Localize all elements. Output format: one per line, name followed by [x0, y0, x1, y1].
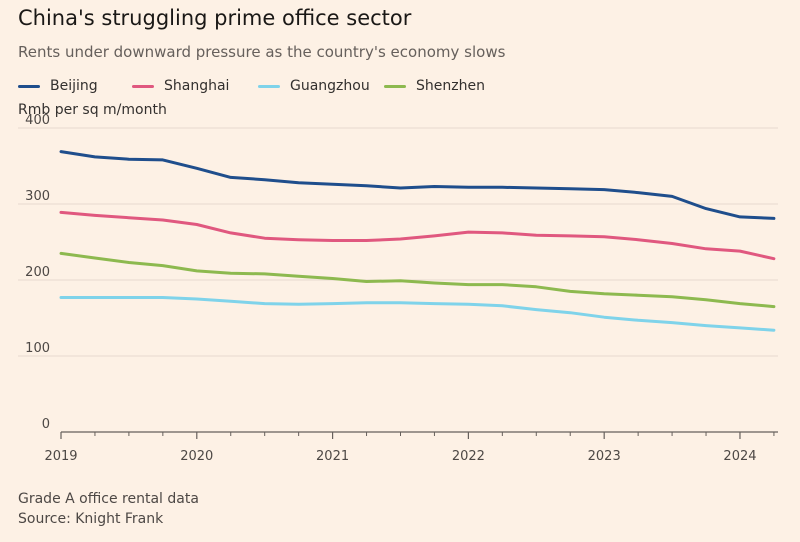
y-tick-label-400: 400 — [25, 113, 50, 128]
gridlines — [18, 127, 778, 357]
legend-label-shenzhen: Shenzhen — [416, 78, 485, 94]
tick-labels: 0 100 200 300 400 2019 2020 2021 2022 2023 2024 — [25, 113, 756, 464]
x-tick-label-2020: 2020 — [180, 449, 213, 464]
legend-label-guangzhou: Guangzhou — [290, 78, 370, 94]
legend-item-shenzhen: Shenzhen — [384, 78, 485, 94]
y-tick-label-100: 100 — [25, 341, 50, 356]
series-line-beijing — [59, 150, 776, 220]
x-tick-label-2023: 2023 — [588, 449, 621, 464]
y-tick-label-200: 200 — [25, 265, 50, 280]
legend-swatch-beijing — [18, 84, 40, 88]
series-line-shenzhen — [59, 251, 776, 309]
chart-title: China's struggling prime office sector — [18, 6, 412, 30]
y-tick-label-300: 300 — [25, 189, 50, 204]
legend-swatch-guangzhou — [258, 84, 280, 88]
y-axis-unit-label: Rmb per sq m/month — [18, 102, 167, 118]
chart-subtitle: Rents under downward pressure as the cou… — [18, 43, 506, 61]
legend-item-shanghai: Shanghai — [132, 78, 229, 94]
legend-label-beijing: Beijing — [50, 78, 98, 94]
legend-label-shanghai: Shanghai — [164, 78, 230, 94]
legend-item-guangzhou: Guangzhou — [258, 78, 370, 94]
x-tick-label-2022: 2022 — [452, 449, 485, 464]
legend-swatch-shanghai — [132, 84, 154, 88]
legend-item-beijing: Beijing — [18, 78, 98, 94]
source-note: Source: Knight Frank — [18, 511, 164, 527]
legend-swatch-shenzhen — [384, 84, 406, 88]
series-line-guangzhou — [59, 296, 776, 332]
y-tick-label-0: 0 — [42, 417, 50, 432]
series-lines — [59, 150, 776, 332]
x-axis — [60, 431, 778, 439]
x-tick-label-2019: 2019 — [44, 449, 77, 464]
series-line-shanghai — [59, 210, 776, 261]
footnote: Grade A office rental data — [18, 491, 199, 507]
x-tick-label-2024: 2024 — [723, 449, 756, 464]
x-tick-label-2021: 2021 — [316, 449, 349, 464]
